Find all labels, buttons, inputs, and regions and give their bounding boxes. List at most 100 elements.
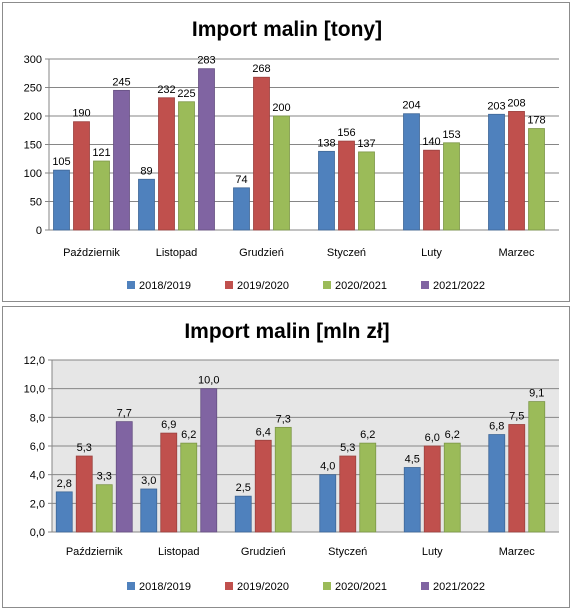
data-label: 178 — [527, 115, 545, 127]
y-tick-label: 2,0 — [30, 498, 45, 510]
data-label: 74 — [235, 174, 247, 186]
bar — [93, 160, 110, 231]
data-label: 190 — [72, 108, 90, 120]
legend-swatch — [421, 281, 429, 289]
data-label: 6,9 — [161, 419, 176, 431]
data-label: 4,0 — [320, 461, 335, 473]
bar — [318, 150, 335, 231]
bar — [358, 151, 375, 231]
chart-tons: Import malin [tony] 0 50 100 150 200 250 300 105… — [24, 18, 559, 292]
data-label: 204 — [402, 100, 420, 112]
x-tick-label: Grudzień — [241, 546, 286, 558]
data-label: 121 — [92, 147, 110, 159]
data-label: 6,0 — [425, 432, 440, 444]
y-tick-label: 0 — [36, 225, 42, 237]
x-tick-label: Październik — [66, 546, 123, 558]
x-tick-label: Grudzień — [239, 247, 284, 259]
y-tick-label: 250 — [24, 83, 42, 95]
bar — [488, 434, 506, 533]
bar — [140, 488, 158, 533]
x-tick-label: Styczeń — [328, 546, 367, 558]
x-tick-label: Luty — [421, 247, 442, 259]
bar — [160, 432, 178, 533]
bar — [95, 484, 113, 533]
bar — [403, 113, 420, 231]
data-label: 5,3 — [77, 442, 92, 454]
data-label: 245 — [112, 76, 130, 88]
bar — [178, 101, 195, 231]
y-tick-label: 10,0 — [24, 384, 45, 396]
bar — [443, 442, 461, 533]
data-label: 283 — [197, 55, 215, 67]
bar — [274, 426, 292, 533]
data-label: 2,8 — [57, 478, 72, 490]
data-label: 6,2 — [445, 429, 460, 441]
bar — [508, 424, 526, 533]
bar — [73, 121, 90, 231]
data-label: 6,8 — [489, 421, 504, 433]
data-label: 138 — [317, 137, 335, 149]
legend-swatch — [225, 582, 233, 590]
chart-panel-tons: Import malin [tony] 0 50 100 150 200 250 300 105… — [2, 2, 570, 302]
bar — [488, 113, 505, 231]
bar — [180, 442, 198, 533]
bar — [359, 442, 377, 533]
chart-pln: Import malin [mln zł] 0,0 2,0 4,0 6,0 8,0 10,0… — [24, 320, 559, 593]
data-label: 105 — [52, 156, 70, 168]
data-label: 7,5 — [509, 411, 524, 423]
legend-swatch — [323, 281, 331, 289]
legend-swatch — [323, 582, 331, 590]
bar — [528, 128, 545, 231]
data-label: 3,3 — [97, 471, 112, 483]
data-label: 137 — [357, 138, 375, 150]
legend-label: 2019/2020 — [237, 581, 289, 593]
x-tick-label: Styczeń — [327, 247, 366, 259]
bar — [200, 388, 218, 533]
y-tick-label: 4,0 — [30, 470, 45, 482]
bar — [198, 68, 215, 231]
chart-panel-pln: Import malin [mln zł] 0,0 2,0 4,0 6,0 8,0 10,0… — [2, 306, 570, 608]
x-tick-label: Marzec — [498, 247, 535, 259]
bar — [254, 439, 272, 533]
bar — [339, 455, 357, 533]
legend-label: 2019/2020 — [237, 280, 289, 292]
data-label: 6,2 — [360, 429, 375, 441]
legend-label: 2021/2022 — [433, 280, 485, 292]
bar — [508, 111, 525, 231]
data-label: 268 — [252, 63, 270, 75]
bar — [75, 455, 93, 533]
data-label: 156 — [337, 127, 355, 139]
data-label: 203 — [487, 100, 505, 112]
bar — [319, 474, 337, 533]
y-tick-label: 100 — [24, 168, 42, 180]
x-tick-label: Październik — [63, 247, 120, 259]
bar — [113, 89, 130, 231]
bar — [53, 169, 70, 231]
bar — [233, 187, 250, 231]
bar — [115, 421, 133, 533]
data-label: 5,3 — [340, 442, 355, 454]
x-tick-label: Listopad — [158, 546, 200, 558]
data-label: 2,5 — [236, 482, 251, 494]
y-tick-label: 150 — [24, 140, 42, 152]
bar — [528, 401, 546, 533]
legend-label: 2020/2021 — [335, 581, 387, 593]
bar — [253, 76, 270, 231]
data-label: 7,3 — [276, 413, 291, 425]
legend-label: 2021/2022 — [433, 581, 485, 593]
data-label: 10,0 — [198, 375, 219, 387]
y-tick-label: 50 — [30, 197, 42, 209]
chart-title: Import malin [tony] — [192, 18, 382, 41]
x-tick-label: Listopad — [156, 247, 198, 259]
legend-label: 2018/2019 — [139, 581, 191, 593]
bar — [138, 178, 155, 231]
bar — [273, 115, 290, 231]
y-tick-label: 12,0 — [24, 355, 45, 367]
legend-label: 2018/2019 — [139, 280, 191, 292]
y-tick-label: 200 — [24, 111, 42, 123]
bar — [443, 142, 460, 231]
data-label: 3,0 — [141, 475, 156, 487]
bar — [423, 149, 440, 231]
chart-title: Import malin [mln zł] — [184, 320, 389, 343]
data-label: 232 — [157, 84, 175, 96]
